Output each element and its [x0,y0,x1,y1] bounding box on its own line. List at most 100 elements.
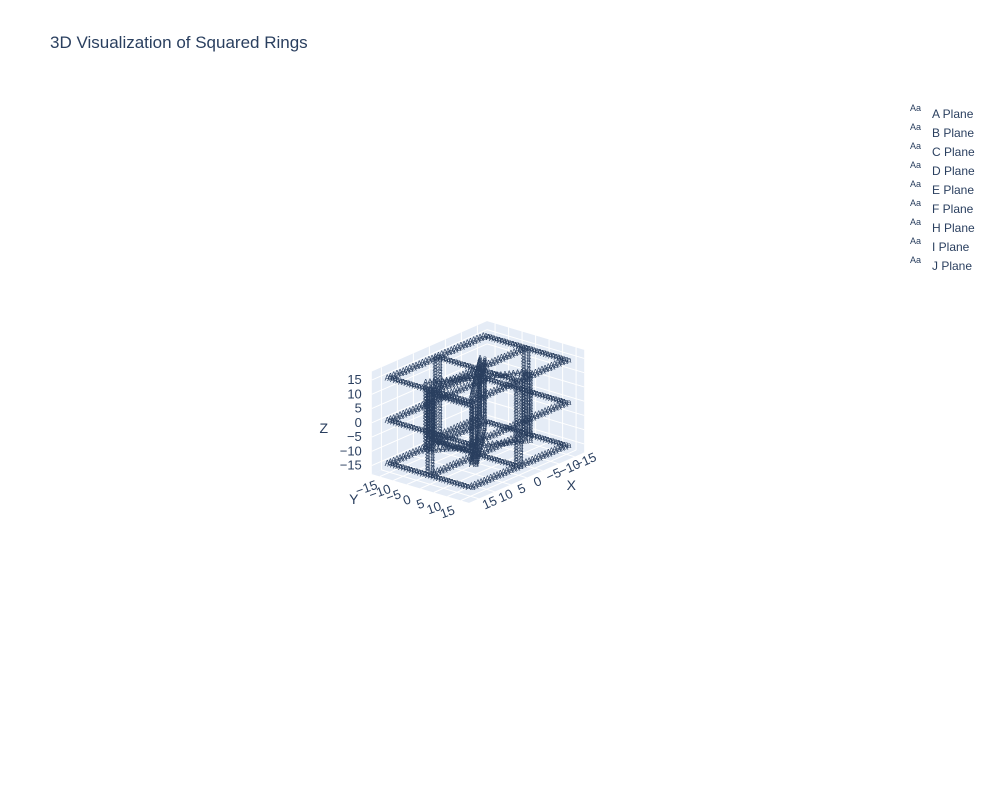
grid-line [413,455,511,486]
marker-point: Aa [431,436,441,445]
marker-point: Aa [477,374,487,383]
marker-point: Aa [457,445,467,454]
marker-point: Aa [445,395,455,404]
marker-point: Aa [390,460,400,469]
marker-point: Aa [477,423,487,432]
marker-point: Aa [433,431,443,440]
marker-point: Aa [521,375,531,384]
legend-item[interactable]: Aa J Plane [905,256,975,275]
legend-item[interactable]: Aa B Plane [905,123,975,142]
marker-point: Aa [473,373,483,382]
marker-point: Aa [498,439,508,448]
marker-point: Aa [429,433,439,442]
marker-point: Aa [432,383,442,392]
marker-point: Aa [470,387,480,396]
marker-point: Aa [441,433,451,442]
marker-point: Aa [458,395,468,404]
marker-point: Aa [477,420,487,429]
legend-item[interactable]: Aa H Plane [905,218,975,237]
marker-point: Aa [517,460,527,469]
legend-item[interactable]: Aa A Plane [905,104,975,123]
marker-point: Aa [391,456,401,465]
marker-point: Aa [433,378,443,387]
marker-point: Aa [508,339,518,348]
marker-point: Aa [436,436,446,445]
marker-point: Aa [461,445,471,454]
marker-point: Aa [542,449,552,458]
legend-item[interactable]: Aa I Plane [905,237,975,256]
marker-point: Aa [422,427,432,436]
marker-point: Aa [414,425,424,434]
marker-point: Aa [521,398,531,407]
marker-point: Aa [469,422,479,431]
marker-point: Aa [556,439,566,448]
marker-point: Aa [425,428,435,437]
marker-point: Aa [472,395,482,404]
grid-line [433,441,550,493]
marker-point: Aa [436,351,446,360]
marker-point: Aa [423,387,433,396]
marker-point: Aa [486,418,496,427]
marker-point: Aa [521,420,531,429]
marker-point: Aa [488,430,498,439]
marker-point: Aa [521,423,531,432]
marker-point: Aa [448,375,458,384]
marker-point: Aa [515,432,525,441]
marker-point: Aa [545,436,555,445]
marker-point: Aa [407,406,417,415]
marker-point: Aa [406,380,416,389]
marker-point: Aa [469,413,479,422]
marker-point: Aa [494,439,504,448]
marker-point: Aa [429,436,439,445]
marker-point: Aa [448,376,458,385]
marker-point: Aa [442,394,452,403]
marker-point: Aa [548,351,558,360]
marker-point: Aa [423,407,433,416]
marker-point: Aa [423,389,433,398]
legend-marker-icon: Aa [910,160,922,170]
z-tick-label: −10 [340,443,362,458]
marker-point: Aa [477,394,487,403]
marker-point: Aa [454,359,464,368]
x-tick-label: 5 [515,480,528,497]
legend-item[interactable]: Aa C Plane [905,142,975,161]
marker-point: Aa [423,421,433,430]
marker-point: Aa [455,480,465,489]
marker-point: Aa [554,438,564,447]
marker-point: Aa [477,387,487,396]
marker-point: Aa [558,400,568,409]
marker-point: Aa [477,377,487,386]
marker-point: Aa [444,377,454,386]
marker-point: Aa [460,370,470,379]
marker-point: Aa [460,481,470,490]
marker-point: Aa [433,352,443,361]
marker-point: Aa [473,441,483,450]
legend-marker-icon: Aa [910,122,922,132]
legend-item[interactable]: Aa D Plane [905,161,975,180]
z-axis-title: Z [320,420,329,436]
marker-point: Aa [433,375,443,384]
legend-marker-icon: Aa [910,103,922,113]
x-axis-title: X [567,477,577,493]
marker-point: Aa [436,389,446,398]
legend-marker-icon: Aa [910,255,922,265]
legend-item[interactable]: Aa F Plane [905,199,975,218]
marker-point: Aa [514,450,524,459]
marker-point: Aa [433,364,443,373]
marker-point: Aa [458,438,468,447]
marker-point: Aa [439,350,449,359]
marker-point: Aa [465,374,475,383]
marker-point: Aa [475,479,485,488]
marker-point: Aa [458,384,468,393]
legend-item[interactable]: Aa E Plane [905,180,975,199]
marker-point: Aa [423,412,433,421]
marker-point: Aa [475,393,485,402]
marker-point: Aa [469,403,479,412]
marker-point: Aa [465,362,475,371]
marker-point: Aa [473,364,483,373]
marker-point: Aa [420,358,430,367]
marker-point: Aa [477,363,487,372]
marker-point: Aa [519,368,529,377]
marker-point: Aa [441,464,451,473]
